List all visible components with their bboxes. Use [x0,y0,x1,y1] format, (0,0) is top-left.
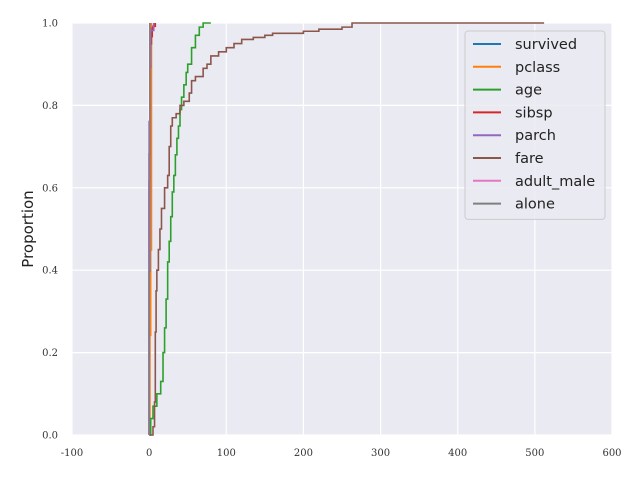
legend-box [464,30,606,220]
legend-label: fare [515,151,544,167]
x-tick-label: 500 [525,448,544,459]
y-tick-label: 0.0 [42,431,58,442]
y-tick-label: 0.4 [42,266,58,277]
x-tick-label: 300 [371,448,390,459]
x-tick-label: 600 [602,448,621,459]
x-tick-label: 100 [217,448,236,459]
legend-label: sibsp [515,105,553,121]
y-tick-label: 0.2 [42,348,58,359]
legend-label: age [515,83,542,99]
y-tick-label: 0.8 [42,101,58,112]
legend-label: pclass [515,60,560,76]
series-line-fare [149,22,545,436]
x-tick-label: -100 [61,448,83,459]
series-lines [148,22,545,436]
legend: survived pclass age sibsp parch fare adult_mal… [464,30,606,220]
y-axis-label: Proportion [19,190,37,267]
legend-label: alone [515,197,555,213]
x-tick-label: 0 [146,448,152,459]
legend-label: adult_male [515,174,595,190]
legend-label: parch [515,128,556,144]
series-line-age [149,22,211,436]
series-line-alone [148,23,151,435]
y-tick-label: 1.0 [42,19,58,30]
x-tick-label: 400 [448,448,467,459]
y-tick-label: 0.6 [42,183,58,194]
tick-labels: -100 0 100 200 300 400 500 600 0.0 0.2 0.4 0.6 0.8 1.… [42,19,621,460]
legend-label: survived [515,37,577,53]
x-tick-label: 200 [294,448,313,459]
grid [71,22,613,436]
